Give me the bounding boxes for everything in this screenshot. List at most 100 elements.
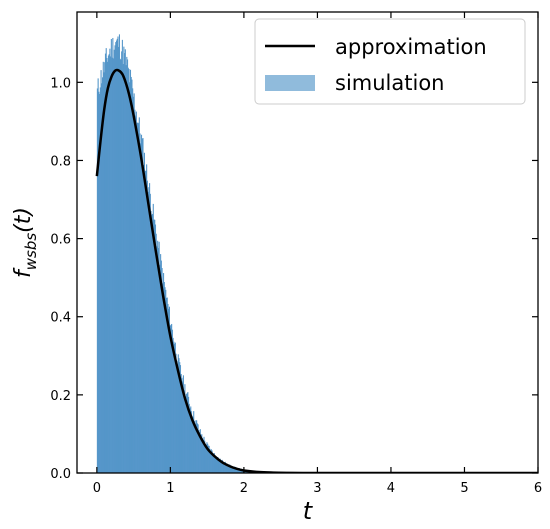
plot-marks <box>95 34 538 473</box>
simulation-bar <box>121 51 123 473</box>
legend-box <box>254 18 526 105</box>
y-tick-label: 1.0 <box>50 76 71 91</box>
simulation-bar <box>191 415 193 473</box>
simulation-bar <box>146 164 148 473</box>
simulation-bar <box>195 420 197 473</box>
simulation-bar <box>177 354 179 473</box>
simulation-bar <box>99 93 101 473</box>
simulation-bar <box>107 61 109 473</box>
simulation-bar <box>131 79 133 473</box>
x-tick-label: 1 <box>166 481 174 496</box>
simulation-bar <box>197 424 199 473</box>
simulation-bar <box>157 240 159 473</box>
simulation-bar <box>211 450 213 473</box>
simulation-bar <box>154 224 157 473</box>
simulation-bar <box>130 76 132 473</box>
simulation-bar <box>123 46 125 473</box>
simulation-bar <box>146 180 148 473</box>
simulation-bar <box>104 62 106 473</box>
simulation-bar <box>237 469 239 473</box>
simulation-bar <box>160 260 162 473</box>
simulation-bar <box>172 337 174 473</box>
simulation-bar <box>151 214 153 473</box>
simulation-bar <box>133 93 135 473</box>
simulation-bar <box>110 56 112 473</box>
simulation-bar <box>167 303 169 473</box>
simulation-bar <box>166 297 168 473</box>
simulation-bar <box>143 164 145 473</box>
simulation-bar <box>222 463 224 473</box>
simulation-bar <box>135 115 137 473</box>
simulation-bar <box>136 122 138 473</box>
simulation-bar <box>122 64 124 473</box>
simulation-bar <box>124 53 126 473</box>
simulation-bar <box>246 471 248 473</box>
simulation-bar <box>201 438 204 473</box>
x-axis-label: t <box>303 497 314 525</box>
simulation-bar <box>104 53 107 473</box>
simulation-bar <box>238 470 240 473</box>
simulation-bar <box>224 462 226 473</box>
simulation-bar <box>182 375 184 473</box>
simulation-bar <box>192 417 194 473</box>
simulation-bar <box>101 83 103 473</box>
simulation-bar <box>125 65 127 473</box>
simulation-bar <box>225 465 227 473</box>
simulation-bar <box>235 466 237 473</box>
plot-area <box>95 34 538 473</box>
y-tick-label: 0.0 <box>50 467 71 482</box>
simulation-bar <box>204 444 207 473</box>
simulation-bar <box>176 360 178 473</box>
simulation-bar <box>183 390 185 473</box>
simulation-bar <box>161 268 163 473</box>
x-tick-label: 3 <box>313 481 321 496</box>
simulation-bar <box>100 70 102 473</box>
simulation-bar <box>240 470 242 473</box>
simulation-bar <box>140 134 143 473</box>
simulation-bar <box>170 324 172 473</box>
simulation-bar <box>224 461 226 473</box>
y-axis-label-main: f <box>11 267 36 278</box>
simulation-bar <box>227 466 229 473</box>
y-tick-label: 0.4 <box>50 311 71 326</box>
simulation-bar <box>154 219 156 473</box>
simulation-bar <box>232 466 234 473</box>
simulation-bar <box>138 117 140 473</box>
simulation-bar <box>163 282 165 473</box>
simulation-bar <box>132 96 134 473</box>
simulation-bar <box>174 343 176 473</box>
simulation-bar <box>198 430 200 473</box>
simulation-bar <box>127 59 129 473</box>
simulation-bar <box>99 87 101 473</box>
simulation-bar <box>186 393 188 473</box>
simulation-bar <box>193 420 195 473</box>
simulation-bar <box>107 55 109 473</box>
simulation-bar <box>134 109 136 473</box>
simulation-bar <box>210 449 212 473</box>
simulation-bar <box>149 183 151 473</box>
simulation-bar <box>150 210 152 473</box>
y-tick-label: 0.6 <box>50 233 71 248</box>
simulation-bar <box>155 233 157 473</box>
simulation-bar <box>129 82 131 473</box>
simulation-bar <box>162 283 164 473</box>
simulation-bar <box>168 308 170 473</box>
simulation-bar <box>145 170 147 473</box>
simulation-bar <box>142 138 144 473</box>
simulation-bar <box>184 384 186 473</box>
simulation-bar <box>188 396 190 473</box>
simulation-bar <box>210 451 212 473</box>
simulation-bar <box>114 45 116 473</box>
simulation-bar <box>98 91 100 473</box>
simulation-bar <box>156 246 158 473</box>
legend-simulation-swatch <box>265 75 315 91</box>
simulation-bar <box>199 429 201 473</box>
simulation-bar <box>176 363 179 473</box>
legend: approximation simulation <box>254 18 526 105</box>
y-tick-label: 0.2 <box>50 389 71 404</box>
simulation-bar <box>190 406 192 473</box>
simulation-bar <box>226 465 228 473</box>
simulation-bar <box>239 470 241 473</box>
simulation-bar <box>163 273 165 473</box>
simulation-bar <box>230 465 232 473</box>
